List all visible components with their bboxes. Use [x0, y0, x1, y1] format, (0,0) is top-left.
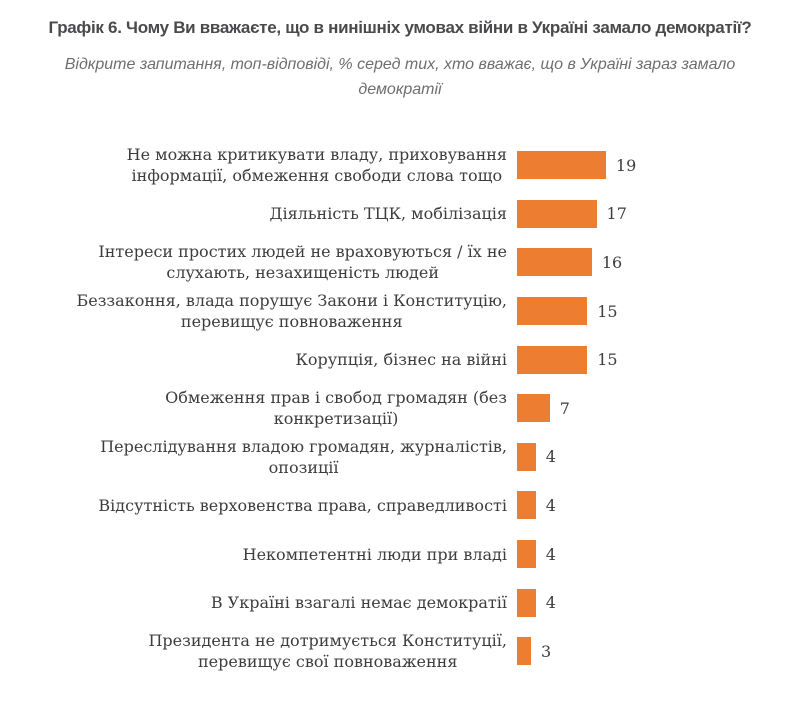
category-label-cell: Корупція, бізнес на війні	[0, 349, 507, 370]
category-label: Не можна критикувати владу, приховування…	[127, 144, 507, 186]
chart-row: Інтереси простих людей не враховуються /…	[0, 238, 800, 287]
category-label: Інтереси простих людей не враховуються /…	[98, 241, 507, 283]
chart-title: Графік 6. Чому Ви вважаєте, що в нинішні…	[48, 18, 752, 37]
bar	[517, 345, 588, 374]
bar-cell: 4	[517, 540, 556, 569]
category-label-line: Некомпетентні люди при владі	[242, 544, 507, 564]
category-label-cell: В Україні взагалі немає демократії	[0, 592, 507, 613]
category-label-cell: Президента не дотримується Конституції, п…	[0, 630, 507, 672]
value-label: 16	[601, 252, 623, 272]
category-label: Президента не дотримується Конституції, п…	[148, 630, 507, 672]
category-label-line: слухають, незахищеність людей	[166, 263, 440, 283]
bar-cell: 15	[517, 345, 618, 374]
chart-row: Переслідування владою громадян, журналіс…	[0, 433, 800, 482]
category-label-cell: Діяльність ТЦК, мобілізація	[0, 203, 507, 224]
bar	[517, 491, 536, 520]
bar-cell: 17	[517, 199, 627, 228]
category-label-line: Відсутність верховенства права, справедл…	[98, 495, 507, 515]
value-label: 15	[597, 301, 618, 321]
bar	[517, 248, 592, 277]
chart-row: В Україні взагалі немає демократії 4	[0, 578, 800, 627]
value-label: 19	[615, 155, 637, 175]
bar-cell: 4	[517, 491, 556, 520]
category-label-line: В Україні взагалі немає демократії	[210, 593, 507, 613]
chart-row: Обмеження прав і свобод громадян (без кон…	[0, 384, 800, 433]
category-label-line: Обмеження прав і свобод громадян (без	[165, 388, 507, 408]
category-label-line: Переслідування владою громадян, журналіс…	[100, 436, 507, 456]
category-label-cell: Беззаконня, влада порушує Закони і Конст…	[0, 290, 507, 332]
chart-row: Відсутність верховенства права, справедл…	[0, 481, 800, 530]
value-label: 4	[545, 544, 556, 564]
category-label: Обмеження прав і свобод громадян (без кон…	[165, 387, 507, 429]
category-label-cell: Некомпетентні люди при владі	[0, 544, 507, 565]
category-label-line: Інтереси простих людей не враховуються /…	[98, 242, 507, 262]
category-label-cell: Переслідування владою громадян, журналіс…	[0, 436, 507, 478]
category-label-line: Корупція, бізнес на війні	[295, 350, 507, 370]
chart-row: Корупція, бізнес на війні 15	[0, 335, 800, 384]
value-label: 7	[559, 398, 570, 418]
bar-cell: 15	[517, 297, 618, 326]
category-label-line: конкретизації)	[273, 409, 399, 429]
value-label: 17	[606, 204, 627, 224]
bar	[517, 199, 597, 228]
bar-cell: 7	[517, 394, 570, 423]
chart-row: Беззаконня, влада порушує Закони і Конст…	[0, 287, 800, 336]
category-label: Відсутність верховенства права, справедл…	[98, 495, 507, 516]
value-label: 3	[541, 641, 552, 661]
bar	[517, 442, 536, 471]
category-label: Діяльність ТЦК, мобілізація	[269, 203, 507, 224]
category-label-line: Президента не дотримується Конституції,	[148, 631, 507, 651]
bar-cell: 4	[517, 442, 556, 471]
category-label-line: Не можна критикувати владу, приховування	[126, 145, 507, 165]
category-label-line: Діяльність ТЦК, мобілізація	[269, 204, 507, 224]
category-label: Корупція, бізнес на війні	[295, 349, 507, 370]
chart-row: Діяльність ТЦК, мобілізація 17	[0, 190, 800, 239]
chart-row: Некомпетентні люди при владі 4	[0, 530, 800, 579]
bar	[517, 588, 536, 617]
bar-chart: Не можна критикувати владу, приховування…	[0, 141, 800, 676]
bar-cell: 3	[517, 637, 552, 666]
chart-row: Не можна критикувати владу, приховування…	[0, 141, 800, 190]
value-label: 4	[545, 495, 556, 515]
chart-row: Президента не дотримується Конституції, п…	[0, 627, 800, 676]
value-label: 4	[545, 593, 556, 613]
category-label-line: інформації, обмеження свободи слова тощо	[131, 166, 503, 186]
category-label-cell: Інтереси простих людей не враховуються /…	[0, 241, 507, 283]
value-label: 15	[597, 350, 618, 370]
bar-cell: 4	[517, 588, 556, 617]
bar-cell: 16	[517, 248, 623, 277]
category-label-cell: Не можна критикувати владу, приховування…	[0, 144, 507, 186]
category-label-line: перевищує свої повноваження	[198, 652, 458, 672]
category-label: Беззаконня, влада порушує Закони і Конст…	[76, 290, 507, 332]
bar	[517, 540, 536, 569]
category-label-cell: Відсутність верховенства права, справедл…	[0, 495, 507, 516]
category-label: Переслідування владою громадян, журналіс…	[100, 436, 507, 478]
value-label: 4	[545, 447, 556, 467]
bar	[517, 297, 588, 326]
bar	[517, 151, 606, 180]
chart-subtitle: Відкрите запитання, топ-відповіді, % сер…	[64, 56, 736, 98]
category-label-cell: Обмеження прав і свобод громадян (без кон…	[0, 387, 507, 429]
category-label-line: перевищує повноваження	[180, 312, 403, 332]
bar	[517, 394, 550, 423]
category-label-line: Беззаконня, влада порушує Закони і Конст…	[76, 291, 507, 311]
category-label: В Україні взагалі немає демократії	[211, 592, 507, 613]
bar	[517, 637, 532, 666]
bar-cell: 19	[517, 151, 637, 180]
category-label-line: опозиції	[268, 457, 339, 477]
category-label: Некомпетентні люди при владі	[243, 544, 507, 565]
